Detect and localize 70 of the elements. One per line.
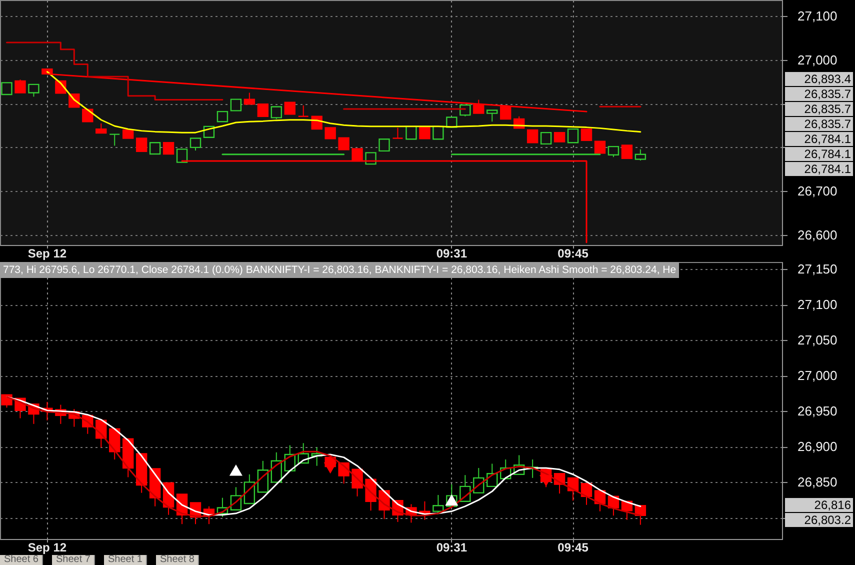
text: 26,835.7 (785, 117, 853, 131)
candlestick (257, 104, 269, 117)
text: 26,835.7 (785, 87, 853, 101)
candlestick (109, 134, 120, 146)
x-tick-label: 09:45 (558, 540, 589, 554)
x-tick-label: 09:45 (558, 246, 589, 260)
candlestick (149, 142, 161, 155)
candlestick (594, 140, 606, 154)
y-tick-label: 26,600 (798, 227, 838, 242)
x-tick-label: Sep 12 (28, 246, 67, 260)
y-tick-label: 27,100 (798, 8, 838, 24)
candlestick (338, 137, 350, 150)
candlestick (298, 104, 309, 117)
candlestick (230, 98, 242, 112)
text: Sheet 8 (156, 554, 200, 565)
text: 26,835.7 (785, 102, 853, 116)
candlestick (621, 144, 633, 159)
y-tick-label: 27,150 (798, 262, 838, 277)
candlestick (14, 79, 26, 94)
candlestick (406, 126, 417, 140)
y-tick-label: 26,900 (798, 439, 838, 454)
line-series (46, 71, 642, 134)
candlestick (162, 142, 174, 155)
text: 26,803.2 (785, 513, 853, 527)
candlestick (567, 128, 579, 144)
text: 26,784.1 (785, 162, 853, 176)
candlestick (634, 148, 646, 162)
candlestick (136, 138, 148, 152)
candlestick (540, 132, 552, 145)
candlestick (554, 132, 566, 142)
y-tick-label: 27,000 (798, 368, 838, 384)
x-tick-label: 09:31 (436, 540, 468, 554)
y-tick-label: 27,000 (798, 52, 838, 68)
candlestick (419, 126, 430, 140)
candlestick (216, 110, 228, 122)
text: Sheet 1 (104, 554, 148, 565)
candlestick (392, 127, 404, 139)
text: 26,784.1 (785, 147, 853, 161)
candlestick (378, 138, 390, 152)
candlestick (270, 106, 282, 120)
candlestick (608, 146, 620, 158)
text: 26,816 (785, 498, 853, 512)
text: 26,893.4 (785, 72, 853, 86)
candlestick (244, 92, 256, 105)
candlestick (176, 148, 188, 163)
point (540, 475, 553, 486)
candlestick (28, 84, 40, 98)
candlestick (284, 102, 296, 115)
text: 26,784.1 (785, 132, 853, 146)
candlestick (580, 128, 592, 142)
candlestick (324, 127, 336, 140)
candlestick (432, 494, 444, 515)
y-tick-label: 27,100 (798, 297, 838, 312)
annotation: 773, Hi 26795.6, Lo 26770.1, Close 26784.1 (0.0%) BANKNIFTY-I = 26,803.16, BANKNIFTY-I = 26,803.16, Heiken Ashi Smooth = 26,803.24, He (0, 262, 680, 278)
text: Sheet 7 (52, 554, 96, 565)
candlestick (96, 122, 107, 134)
point (324, 462, 337, 474)
y-tick-label: 26,700 (798, 184, 838, 199)
point (229, 464, 242, 476)
candlestick (1, 394, 12, 408)
y-tick-label: 26,950 (798, 404, 838, 419)
candlestick (526, 129, 538, 144)
y-tick-label: 27,050 (798, 332, 838, 348)
x-tick-label: 09:31 (436, 246, 468, 260)
x-tick-label: Sep 12 (28, 540, 67, 554)
candlestick (486, 110, 498, 122)
y-tick-label: 26,850 (798, 474, 838, 490)
text: Sheet 6 (0, 554, 44, 565)
candlestick (432, 126, 444, 140)
candlestick (190, 138, 202, 151)
